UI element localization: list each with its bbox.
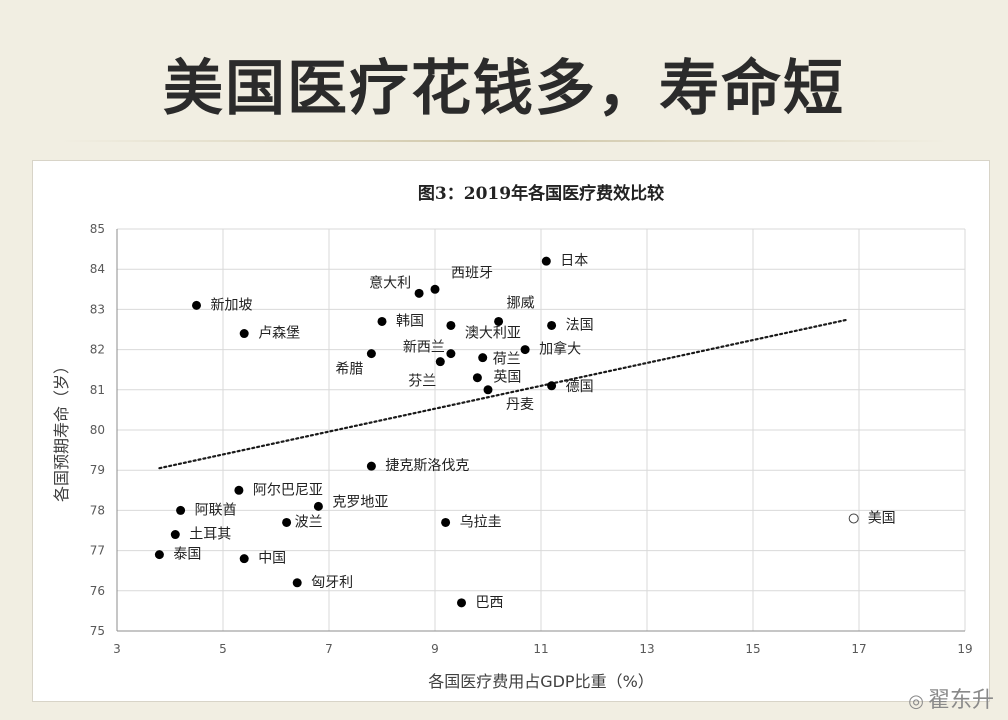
data-point <box>366 461 376 471</box>
point-label: 克罗地亚 <box>332 494 388 510</box>
point-label: 捷克斯洛伐克 <box>385 458 469 474</box>
data-point <box>282 517 292 527</box>
data-point <box>377 316 387 326</box>
y-tick-label: 84 <box>90 262 105 276</box>
data-point <box>313 501 323 511</box>
data-point <box>848 513 859 524</box>
point-label: 加拿大 <box>539 341 581 358</box>
point-label: 中国 <box>258 551 286 567</box>
data-point <box>435 357 445 367</box>
data-point <box>234 485 244 495</box>
y-tick-label: 80 <box>90 423 105 437</box>
x-tick-label: 19 <box>957 642 972 656</box>
point-label: 波兰 <box>295 514 323 530</box>
data-point <box>176 505 186 515</box>
point-label: 西班牙 <box>451 265 493 281</box>
title-divider <box>60 140 948 142</box>
point-label: 匈牙利 <box>311 575 353 591</box>
point-label: 德国 <box>566 379 594 395</box>
data-point <box>170 530 180 540</box>
point-label: 韩国 <box>396 313 424 329</box>
trendline <box>158 318 850 470</box>
x-tick-label: 7 <box>325 642 333 656</box>
y-tick-label: 79 <box>90 463 105 477</box>
data-point <box>239 554 249 564</box>
data-point <box>446 349 456 359</box>
point-label: 泰国 <box>173 547 201 563</box>
data-point <box>292 578 302 588</box>
data-point <box>541 256 551 266</box>
point-label: 新西兰 <box>403 340 445 356</box>
watermark: ◎ 翟东升 <box>908 682 994 714</box>
y-tick-label: 76 <box>90 584 105 598</box>
data-point <box>441 517 451 527</box>
data-point <box>494 316 504 326</box>
chart-panel: 图3：2019年各国医疗费效比较 75 76 77 78 79 80 81 82 83 84 85 3 5… <box>32 160 990 702</box>
data-point <box>192 300 201 310</box>
watermark-text: 翟东升 <box>927 688 994 713</box>
point-label: 巴西 <box>476 595 504 611</box>
y-tick-label: 83 <box>90 302 105 316</box>
point-label: 荷兰 <box>493 352 521 368</box>
point-label: 新加坡 <box>211 297 253 313</box>
data-point <box>478 353 488 363</box>
point-label: 法国 <box>566 317 594 333</box>
weibo-icon: ◎ <box>908 691 924 712</box>
slide-title: 美国医疗花钱多，寿命短 <box>163 54 845 124</box>
point-label: 英国 <box>493 369 521 386</box>
point-label: 美国 <box>868 510 896 526</box>
y-axis-label: 各国预期寿命（岁） <box>52 358 71 502</box>
x-tick-label: 5 <box>219 642 227 656</box>
point-label: 挪威 <box>507 295 535 311</box>
x-tick-label: 3 <box>113 642 121 656</box>
point-label: 芬兰 <box>408 374 436 390</box>
data-point <box>446 320 456 330</box>
x-tick-label: 9 <box>431 642 439 656</box>
y-tick-label: 81 <box>90 383 105 397</box>
data-point <box>547 320 557 330</box>
data-point <box>366 349 376 359</box>
data-point <box>430 284 440 294</box>
chart-title: 图3：2019年各国医疗费效比较 <box>418 183 664 204</box>
y-tick-label: 77 <box>90 544 105 558</box>
point-label: 卢森堡 <box>258 326 300 342</box>
point-label: 阿尔巴尼亚 <box>253 482 323 498</box>
point-label: 意大利 <box>369 274 411 291</box>
data-point <box>457 598 466 608</box>
data-point <box>472 373 482 383</box>
data-point <box>483 385 493 395</box>
point-label: 日本 <box>560 253 588 269</box>
data-point <box>520 345 530 355</box>
x-tick-label: 11 <box>533 642 548 656</box>
data-point <box>414 288 424 298</box>
y-tick-label: 78 <box>90 503 105 517</box>
data-point <box>154 550 164 560</box>
point-label: 丹麦 <box>506 397 534 413</box>
point-label: 乌拉圭 <box>460 514 502 530</box>
x-tick-label: 15 <box>745 642 760 656</box>
y-tick-label: 82 <box>90 343 105 357</box>
x-tick-label: 17 <box>851 642 866 656</box>
data-point <box>547 381 557 391</box>
point-label: 土耳其 <box>189 527 231 543</box>
x-axis-label: 各国医疗费用占GDP比重（%） <box>428 672 654 691</box>
y-tick-label: 75 <box>90 624 105 638</box>
x-tick-label: 13 <box>639 642 654 656</box>
data-point <box>239 329 249 339</box>
y-tick-label: 85 <box>90 222 105 236</box>
point-label: 阿联酋 <box>195 501 237 518</box>
point-label: 澳大利亚 <box>465 325 521 341</box>
point-label: 希腊 <box>335 362 363 378</box>
